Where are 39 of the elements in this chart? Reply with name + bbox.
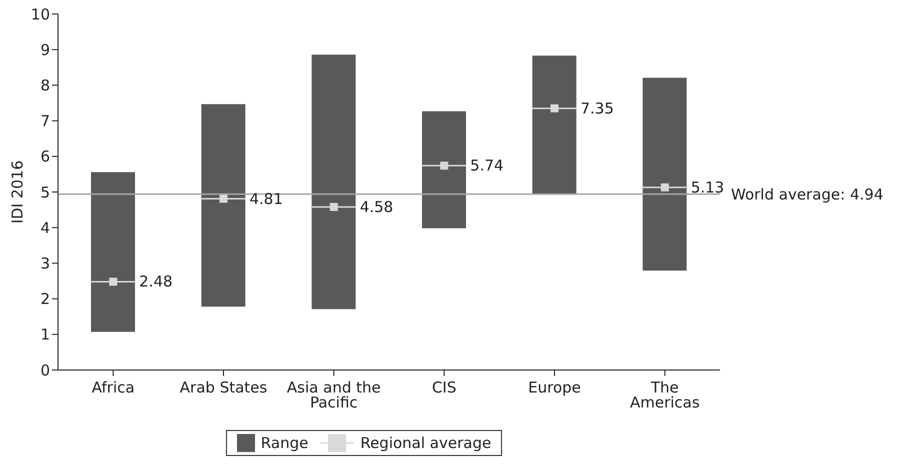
y-tick-label: 9 [40, 40, 50, 59]
bar [642, 78, 687, 271]
y-tick-label: 7 [40, 112, 50, 130]
y-tick-label: 10 [30, 5, 50, 24]
y-axis-title: IDI 2016 [8, 160, 26, 224]
y-tick-label: 1 [40, 326, 50, 344]
x-tick-label: Arab States [180, 378, 268, 397]
bar [201, 104, 246, 307]
x-tick-label: Africa [92, 378, 135, 397]
data-label: 5.13 [690, 178, 724, 196]
point [330, 202, 338, 211]
data-label: 7.35 [580, 99, 614, 118]
y-tick-label: 0 [40, 361, 50, 380]
x-tick-label: The Americas [630, 378, 700, 412]
y-tick-label: 3 [40, 254, 50, 273]
point [109, 278, 118, 286]
y-tick-label: 8 [40, 76, 50, 95]
data-label: 5.74 [470, 156, 504, 175]
point [660, 183, 669, 192]
legend-label: Range [260, 434, 308, 452]
point [550, 104, 558, 112]
y-tick-label: 2 [40, 290, 50, 308]
data-label: 4.58 [360, 198, 394, 216]
bar [91, 172, 135, 332]
bar [422, 111, 466, 228]
x-tick-label: Europe [528, 378, 581, 397]
bar [312, 54, 356, 310]
x-tick-label: CIS [432, 378, 456, 397]
y-tick-label: 6 [40, 148, 50, 166]
x-tick-label: Asia and the Pacific [286, 378, 381, 412]
y-tick-label: 4 [40, 218, 50, 237]
legend-label: Regional average [360, 434, 492, 452]
bar [532, 56, 576, 194]
data-label: 2.48 [139, 272, 173, 291]
data-label: 4.81 [250, 190, 283, 208]
point [220, 194, 228, 203]
y-tick-label: 5 [40, 183, 50, 202]
ref-line-label: World average: 4.94 [731, 185, 884, 204]
point [440, 162, 448, 170]
